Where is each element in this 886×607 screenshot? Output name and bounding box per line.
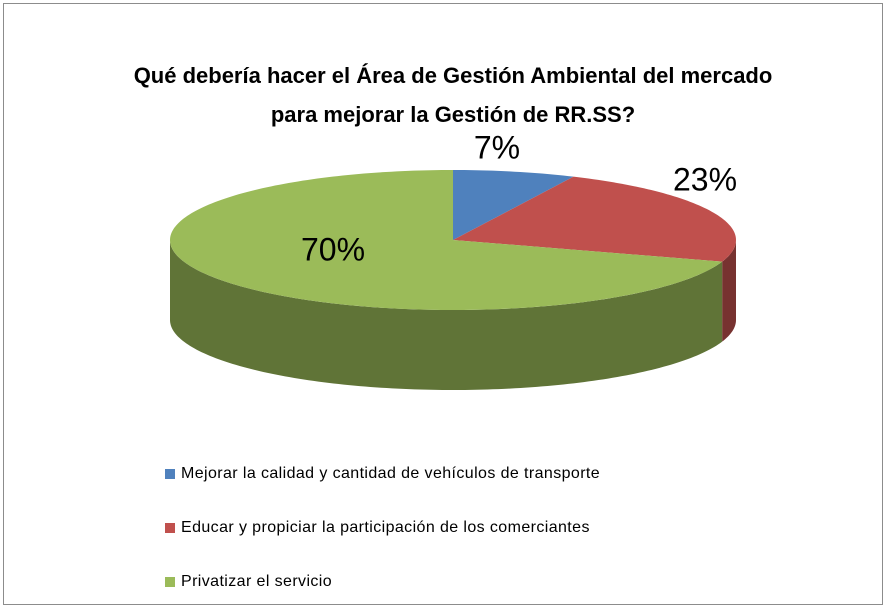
value-label: 7% <box>474 129 520 165</box>
legend-swatch <box>165 577 175 587</box>
legend-swatch <box>165 523 175 533</box>
chart-title: Qué debería hacer el Área de Gestión Amb… <box>133 63 773 127</box>
slice <box>170 170 723 310</box>
legend-swatch <box>165 469 175 479</box>
legend-label: Privatizar el servicio <box>181 573 332 590</box>
legend-label: Mejorar la calidad y cantidad de vehícul… <box>181 465 600 482</box>
slice <box>453 176 736 262</box>
chart-frame <box>3 3 883 605</box>
slice-side <box>170 240 723 390</box>
value-label: 23% <box>673 161 737 197</box>
slice-side <box>722 240 736 342</box>
value-label: 70% <box>301 231 365 267</box>
legend-label: Educar y propiciar la participación de l… <box>181 519 590 536</box>
slice <box>453 170 574 240</box>
